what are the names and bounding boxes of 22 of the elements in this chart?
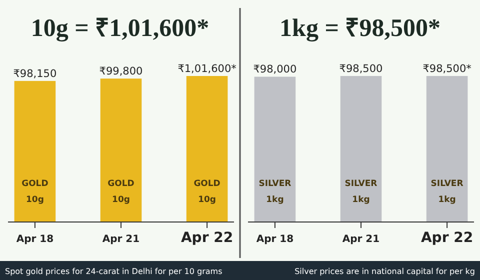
data-label: ₹98,500 xyxy=(339,63,383,75)
data-label: ₹1,01,600* xyxy=(178,63,236,75)
annotation: SILVER 1kg xyxy=(258,179,292,205)
annotation: SILVER 1kg xyxy=(344,179,378,205)
x-tick-label: Apr 21 xyxy=(102,234,140,245)
data-label: ₹99,800 xyxy=(99,66,143,78)
text: Spot gold prices for 24-carat in Delhi for per 10 grams xyxy=(5,267,222,276)
x-tick-label: Apr 21 xyxy=(342,234,380,245)
annotation: GOLD 10g xyxy=(194,179,220,205)
data-label: ₹98,150 xyxy=(13,68,57,80)
chart-title: 1kg = ₹98,500* xyxy=(280,15,440,42)
x-tick-label: Apr 18 xyxy=(256,234,294,245)
x-tick-label: Apr 22 xyxy=(180,230,234,246)
annotation: GOLD 10g xyxy=(108,179,134,205)
annotation: SILVER 1kg xyxy=(430,179,464,205)
x-tick-label: Apr 22 xyxy=(420,230,474,246)
data-label: ₹98,000 xyxy=(253,64,297,76)
data-label: ₹98,500* xyxy=(422,63,472,75)
x-tick-label: Apr 18 xyxy=(16,234,54,245)
chart-title: 10g = ₹1,01,600* xyxy=(30,15,210,42)
text: Silver prices are in national capital for per kg xyxy=(294,267,475,276)
annotation: GOLD 10g xyxy=(22,179,48,205)
